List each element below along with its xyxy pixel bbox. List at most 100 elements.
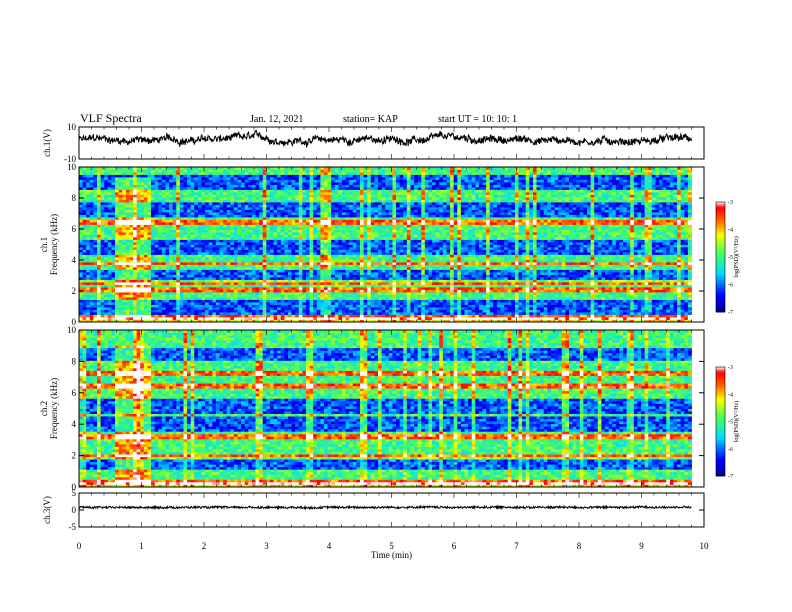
spectrogram-cell bbox=[191, 172, 195, 175]
spectrogram-cell bbox=[198, 317, 202, 320]
spectrogram-cell bbox=[180, 212, 184, 215]
spectrogram-cell bbox=[129, 220, 133, 223]
spectrogram-cell bbox=[158, 300, 162, 303]
spectrogram-cell bbox=[169, 315, 173, 318]
spectrogram-cell bbox=[151, 307, 155, 310]
spectrogram-cell bbox=[227, 227, 231, 230]
spectrogram-cell bbox=[79, 242, 83, 245]
spectrogram-cell bbox=[223, 240, 227, 243]
spectrogram-cell bbox=[176, 305, 180, 308]
spectrogram-cell bbox=[137, 280, 141, 283]
spectrogram-cell bbox=[90, 257, 94, 260]
spectrogram-cell bbox=[104, 275, 108, 278]
spectrogram-cell bbox=[129, 202, 133, 205]
spectrogram-cell bbox=[165, 252, 169, 255]
spectrogram-cell bbox=[119, 197, 123, 200]
spectrogram-cell bbox=[122, 285, 126, 288]
spectrogram-cell bbox=[97, 302, 101, 305]
spectrogram-cell bbox=[165, 312, 169, 315]
spectrogram-cell bbox=[169, 285, 173, 288]
spectrogram-cell bbox=[227, 175, 231, 178]
spectrogram-cell bbox=[216, 212, 220, 215]
spectrogram-cell bbox=[183, 247, 187, 250]
spectrogram-cell bbox=[169, 215, 173, 218]
spectrogram-cell bbox=[223, 195, 227, 198]
spectrogram-cell bbox=[115, 265, 119, 268]
spectrogram-cell bbox=[111, 262, 115, 265]
spectrogram-cell bbox=[176, 172, 180, 175]
spectrogram-cell bbox=[147, 315, 151, 318]
spectrogram-cell bbox=[234, 317, 238, 320]
spectrogram-cell bbox=[147, 310, 151, 313]
spectrogram-cell bbox=[223, 180, 227, 183]
spectrogram-cell bbox=[198, 247, 202, 250]
spectrogram-cell bbox=[108, 307, 112, 310]
spectrogram-cell bbox=[93, 310, 97, 313]
spectrogram-cell bbox=[144, 257, 148, 260]
spectrogram-cell bbox=[79, 215, 83, 218]
spectrogram-cell bbox=[83, 270, 87, 273]
spectrogram-cell bbox=[176, 252, 180, 255]
spectrogram-cell bbox=[133, 312, 137, 315]
spectrogram-cell bbox=[183, 277, 187, 280]
spectrogram-cell bbox=[220, 180, 224, 183]
spectrogram-cell bbox=[126, 290, 130, 293]
spectrogram-cell bbox=[151, 175, 155, 178]
spectrogram-cell bbox=[111, 177, 115, 180]
spectrogram-cell bbox=[198, 257, 202, 260]
spectrogram-cell bbox=[165, 237, 169, 240]
spectrogram-cell bbox=[162, 205, 166, 208]
spectrogram-cell bbox=[169, 290, 173, 293]
spectrogram-cell bbox=[162, 257, 166, 260]
spectrogram-cell bbox=[155, 312, 159, 315]
spectrogram-cell bbox=[104, 272, 108, 275]
spectrogram-cell bbox=[83, 315, 87, 318]
spectrogram-cell bbox=[147, 270, 151, 273]
spectrogram-cell bbox=[144, 307, 148, 310]
spectrogram-cell bbox=[212, 252, 216, 255]
spectrogram-cell bbox=[108, 255, 112, 258]
spectrogram-cell bbox=[165, 177, 169, 180]
spectrogram-cell bbox=[86, 185, 90, 188]
spectrogram-cell bbox=[216, 312, 220, 315]
spectrogram-cell bbox=[147, 252, 151, 255]
spectrogram-cell bbox=[122, 277, 126, 280]
spectrogram-cell bbox=[198, 180, 202, 183]
spectrogram-cell bbox=[79, 287, 83, 290]
spectrogram-cell bbox=[234, 310, 238, 313]
spectrogram-cell bbox=[238, 287, 242, 290]
spectrogram-cell bbox=[238, 245, 242, 248]
spectrogram-cell bbox=[205, 260, 209, 263]
spectrogram-cell bbox=[187, 265, 191, 268]
spectrogram-cell bbox=[111, 215, 115, 218]
spectrogram-cell bbox=[83, 277, 87, 280]
spectrogram-cell bbox=[169, 205, 173, 208]
spectrogram-cell bbox=[108, 280, 112, 283]
spectrogram-cell bbox=[187, 217, 191, 220]
spectrogram-cell bbox=[144, 317, 148, 320]
spectrogram-cell bbox=[147, 210, 151, 213]
spectrogram-cell bbox=[173, 220, 177, 223]
spectrogram-cell bbox=[238, 212, 242, 215]
spectrogram-cell bbox=[212, 177, 216, 180]
spectrogram-cell bbox=[212, 237, 216, 240]
spectrogram-cell bbox=[209, 205, 213, 208]
spectrogram-cell bbox=[140, 317, 144, 320]
spectrogram-cell bbox=[101, 240, 105, 243]
spectrogram-cell bbox=[216, 215, 220, 218]
spectrogram-cell bbox=[216, 272, 220, 275]
spectrogram-cell bbox=[205, 217, 209, 220]
spectrogram-cell bbox=[115, 267, 119, 270]
spectrogram-cell bbox=[104, 252, 108, 255]
spectrogram-cell bbox=[169, 310, 173, 313]
spectrogram-cell bbox=[216, 217, 220, 220]
spectrogram-cell bbox=[104, 185, 108, 188]
spectrogram-cell bbox=[83, 200, 87, 203]
spectrogram-cell bbox=[227, 192, 231, 195]
spectrogram-cell bbox=[205, 177, 209, 180]
spectrogram-cell bbox=[205, 192, 209, 195]
spectrogram-cell bbox=[223, 277, 227, 280]
spectrogram-cell bbox=[212, 290, 216, 293]
spectrogram-cell bbox=[108, 270, 112, 273]
spectrogram-cell bbox=[227, 200, 231, 203]
